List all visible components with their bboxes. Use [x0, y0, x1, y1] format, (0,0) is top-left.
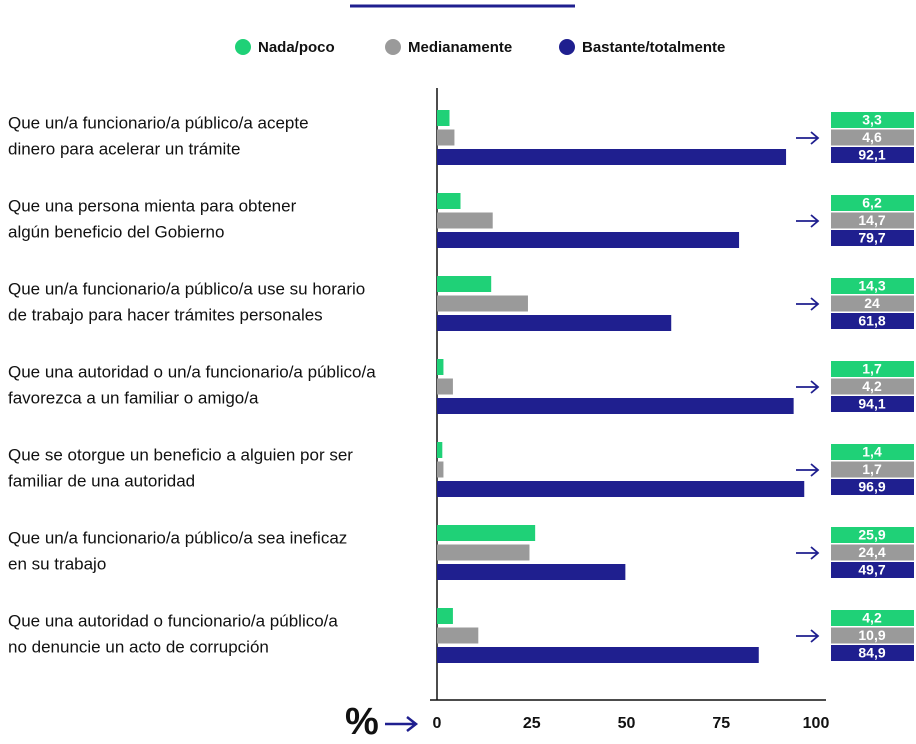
value-label: 94,1	[858, 396, 885, 412]
value-box	[831, 479, 914, 495]
row-arrow	[796, 380, 820, 394]
row-arrow	[796, 297, 820, 311]
legend-swatch	[235, 39, 251, 55]
bar	[437, 398, 794, 414]
row-arrow	[796, 629, 820, 643]
bar	[437, 627, 479, 644]
category-label: Que una autoridad o un/a funcionario/a p…	[8, 362, 376, 381]
value-box	[831, 361, 914, 377]
value-box	[831, 278, 914, 294]
value-box	[831, 527, 914, 543]
value-label: 79,7	[858, 230, 885, 246]
value-box	[831, 544, 914, 561]
axis-arrow	[385, 716, 419, 732]
value-box	[831, 562, 914, 578]
value-box	[831, 313, 914, 329]
x-tick-label: 100	[803, 715, 830, 732]
category-label: algún beneficio del Gobierno	[8, 222, 224, 241]
category-label: de trabajo para hacer trámites personale…	[8, 305, 323, 324]
bar	[437, 129, 455, 146]
value-label: 24	[864, 295, 880, 311]
value-label: 3,3	[862, 112, 882, 128]
category-label: Que un/a funcionario/a público/a acepte	[8, 113, 309, 132]
legend-label: Nada/poco	[258, 39, 335, 56]
bar	[437, 149, 787, 165]
value-box	[831, 147, 914, 163]
value-box	[831, 461, 914, 478]
row-arrow	[796, 131, 820, 145]
legend-swatch	[559, 39, 575, 55]
category-label: familiar de una autoridad	[8, 471, 195, 490]
value-box	[831, 212, 914, 229]
bar	[437, 442, 443, 458]
x-tick-label: 50	[618, 715, 636, 732]
bar	[437, 295, 528, 312]
bar	[437, 193, 461, 209]
value-box	[831, 295, 914, 312]
bar	[437, 564, 626, 580]
value-label: 14,3	[858, 278, 885, 294]
value-label: 84,9	[858, 645, 885, 661]
value-label: 14,7	[858, 212, 885, 228]
bar	[437, 544, 530, 561]
category-label: dinero para acelerar un trámite	[8, 139, 240, 158]
category-label: no denuncie un acto de corrupción	[8, 637, 269, 656]
value-box	[831, 396, 914, 412]
value-label: 1,7	[862, 461, 882, 477]
bar	[437, 461, 444, 478]
value-box	[831, 230, 914, 246]
value-box	[831, 444, 914, 460]
value-label: 10,9	[858, 627, 885, 643]
bar	[437, 359, 444, 375]
bar	[437, 378, 453, 395]
value-label: 1,4	[862, 444, 882, 460]
bar	[437, 276, 492, 292]
value-box	[831, 645, 914, 661]
value-box	[831, 129, 914, 146]
bar	[437, 608, 453, 624]
value-box	[831, 610, 914, 626]
value-label: 4,2	[862, 378, 882, 394]
bar	[437, 212, 493, 229]
category-label: Que un/a funcionario/a público/a sea ine…	[8, 528, 347, 547]
row-arrow	[796, 463, 820, 477]
value-label: 61,8	[858, 313, 885, 329]
bar	[437, 232, 740, 248]
value-label: 24,4	[858, 544, 885, 560]
legend-swatch	[385, 39, 401, 55]
x-tick-label: 0	[433, 715, 442, 732]
value-label: 1,7	[862, 361, 882, 377]
category-label: Que se otorgue un beneficio a alguien po…	[8, 445, 353, 464]
value-box	[831, 378, 914, 395]
row-arrow	[796, 214, 820, 228]
value-label: 4,6	[862, 129, 882, 145]
category-label: Que una persona mienta para obtener	[8, 196, 297, 215]
x-axis-label: %	[345, 701, 379, 743]
value-box	[831, 112, 914, 128]
row-arrow	[796, 546, 820, 560]
legend-label: Medianamente	[408, 39, 512, 56]
bar	[437, 481, 805, 497]
value-label: 6,2	[862, 195, 882, 211]
value-box	[831, 627, 914, 644]
x-tick-label: 25	[523, 715, 541, 732]
value-box	[831, 195, 914, 211]
legend-label: Bastante/totalmente	[582, 39, 725, 56]
bar	[437, 110, 450, 126]
bar	[437, 525, 536, 541]
category-label: Que un/a funcionario/a público/a use su …	[8, 279, 365, 298]
category-label: favorezca a un familiar o amigo/a	[8, 388, 259, 407]
value-label: 4,2	[862, 610, 882, 626]
value-label: 49,7	[858, 562, 885, 578]
bar	[437, 647, 759, 663]
bar	[437, 315, 672, 331]
category-label: en su trabajo	[8, 554, 106, 573]
value-label: 25,9	[858, 527, 885, 543]
x-tick-label: 75	[712, 715, 730, 732]
category-label: Que una autoridad o funcionario/a públic…	[8, 611, 338, 630]
value-label: 92,1	[858, 147, 885, 163]
value-label: 96,9	[858, 479, 885, 495]
